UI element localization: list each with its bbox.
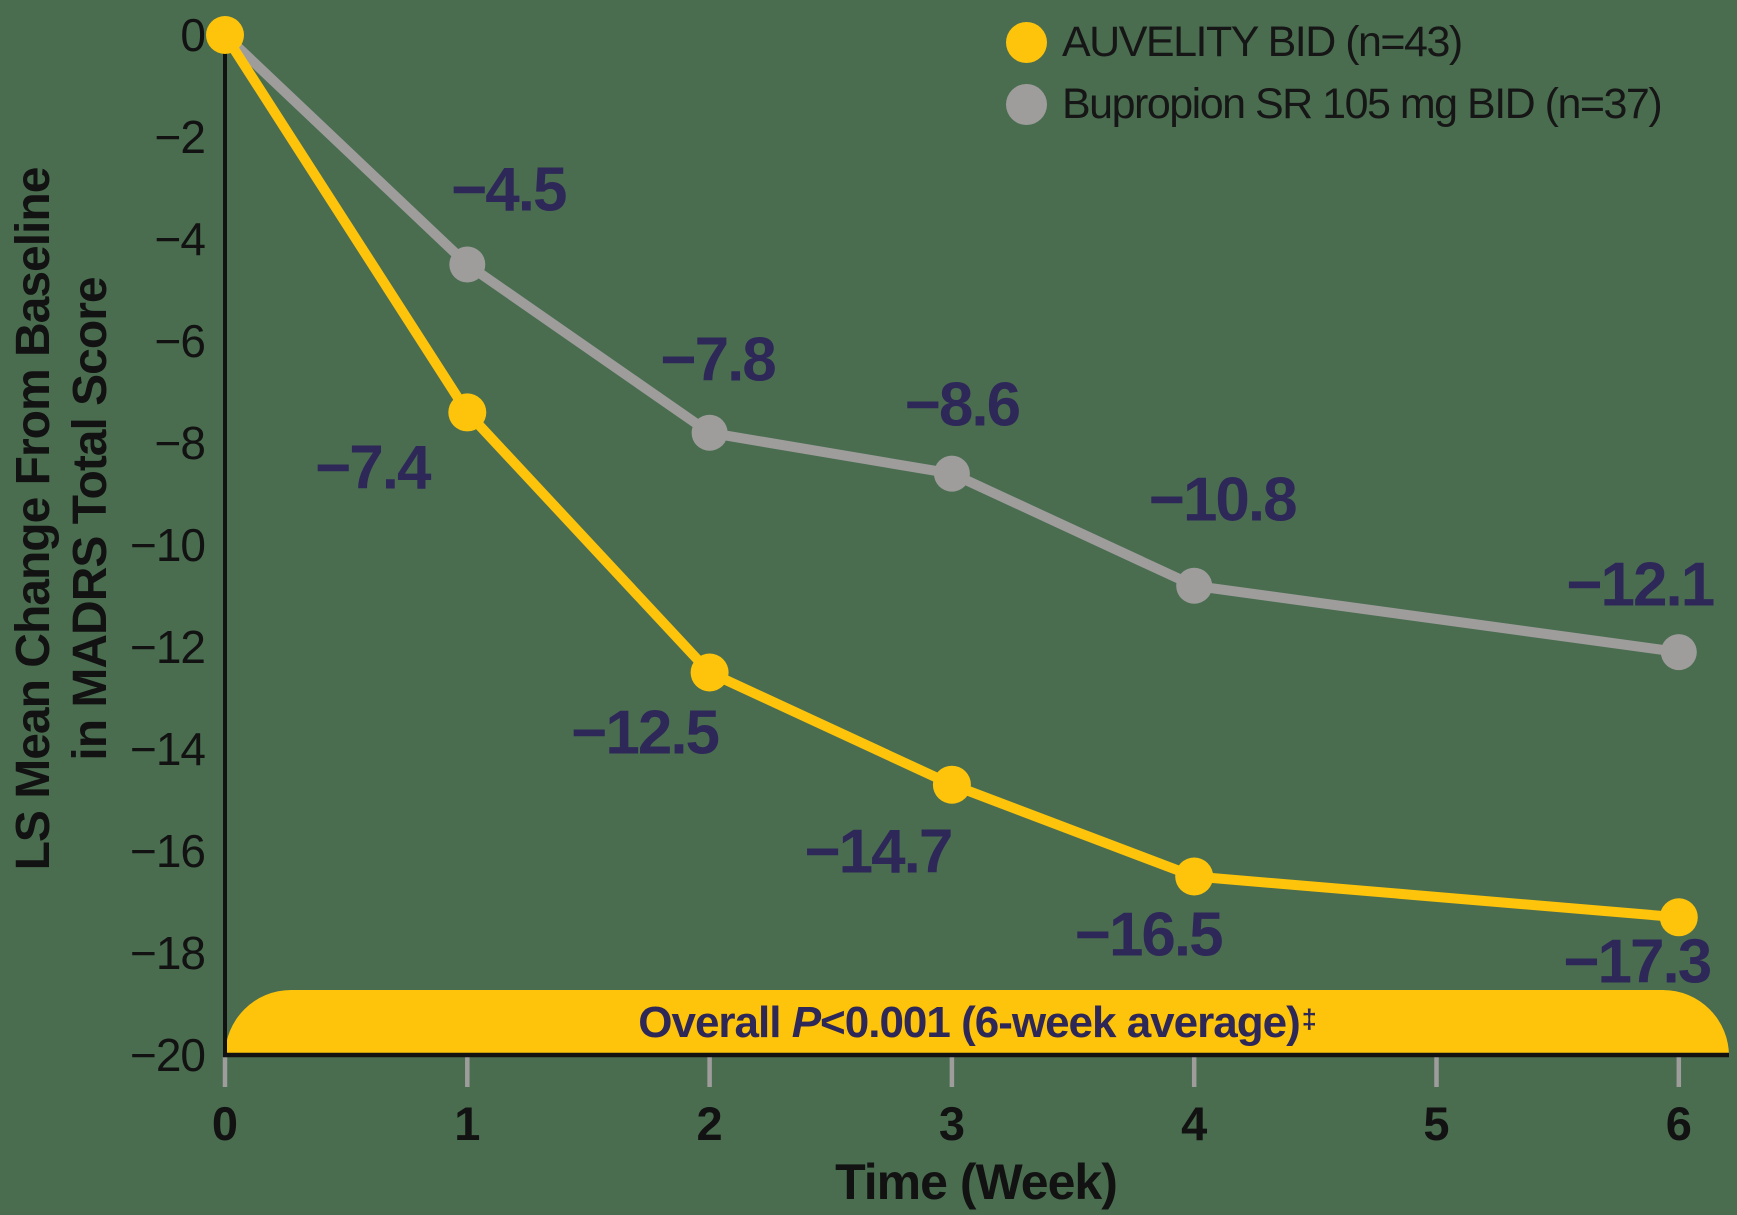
series-line-0 <box>220 32 1680 923</box>
x-tick-label: 3 <box>938 1097 965 1150</box>
banner-text-prefix: Overall <box>638 998 792 1047</box>
data-label: −12.1 <box>1566 550 1715 620</box>
data-label: −14.7 <box>804 817 953 887</box>
y-tick-label: −20 <box>129 1029 206 1081</box>
data-point-marker <box>1660 634 1697 671</box>
data-point-marker <box>448 393 487 432</box>
legend-label-auvelity: AUVELITY BID (n=43) <box>1062 17 1463 66</box>
auvelity-marker-icon <box>1006 21 1047 63</box>
x-axis-title: Time (Week) <box>835 1154 1118 1210</box>
y-tick-label: −12 <box>129 621 206 673</box>
data-point-marker <box>691 414 728 451</box>
x-tick-label: 5 <box>1423 1097 1450 1150</box>
data-label: −12.5 <box>571 698 720 767</box>
x-tick-label: 1 <box>454 1097 481 1150</box>
data-point-marker <box>449 246 486 283</box>
bupropion-marker-icon <box>1006 83 1047 125</box>
data-point-marker <box>1176 567 1213 604</box>
data-point-marker <box>933 455 970 492</box>
data-label: −4.5 <box>451 155 567 224</box>
y-tick-label: −16 <box>129 825 206 877</box>
legend-item-auvelity: AUVELITY BID (n=43) <box>1006 16 1661 68</box>
data-label: −7.8 <box>660 325 776 395</box>
series-line-1 <box>221 31 1680 658</box>
legend-item-bupropion: Bupropion SR 105 mg BID (n=37) <box>1006 78 1663 130</box>
data-label: −10.8 <box>1148 465 1298 535</box>
data-label: −17.3 <box>1563 927 1712 997</box>
data-label: −16.5 <box>1074 900 1224 969</box>
x-tick-label: 4 <box>1181 1097 1208 1150</box>
banner-double-dagger: ‡ <box>1301 1003 1317 1034</box>
y-tick-label: −10 <box>129 519 206 571</box>
y-tick-label: −6 <box>154 315 206 367</box>
data-point-marker <box>1175 857 1214 896</box>
y-tick-label: −2 <box>154 111 206 163</box>
data-point-marker <box>206 16 244 54</box>
x-tick-label: 6 <box>1665 1097 1692 1150</box>
banner-p-italic: P <box>791 998 821 1047</box>
data-label: −7.4 <box>315 433 431 503</box>
legend: AUVELITY BID (n=43) Bupropion SR 105 mg … <box>1006 16 1663 140</box>
legend-label-bupropion: Bupropion SR 105 mg BID (n=37) <box>1062 79 1663 128</box>
y-tick-label: −8 <box>154 417 206 469</box>
y-tick-label: −18 <box>129 927 206 979</box>
data-point-marker <box>690 653 729 692</box>
significance-banner: Overall P <0.001 (6-week average) ‡ <box>225 990 1729 1056</box>
data-label: −8.6 <box>904 370 1021 440</box>
y-tick-label: 0 <box>180 9 206 61</box>
data-point-marker <box>932 765 971 804</box>
y-tick-label: −14 <box>129 723 206 775</box>
y-tick-label: −4 <box>154 213 206 265</box>
banner-text-rest: <0.001 (6-week average) <box>820 998 1301 1047</box>
data-point-marker <box>1659 898 1698 937</box>
x-tick-label: 2 <box>696 1097 723 1150</box>
x-tick-label: 0 <box>211 1097 239 1150</box>
